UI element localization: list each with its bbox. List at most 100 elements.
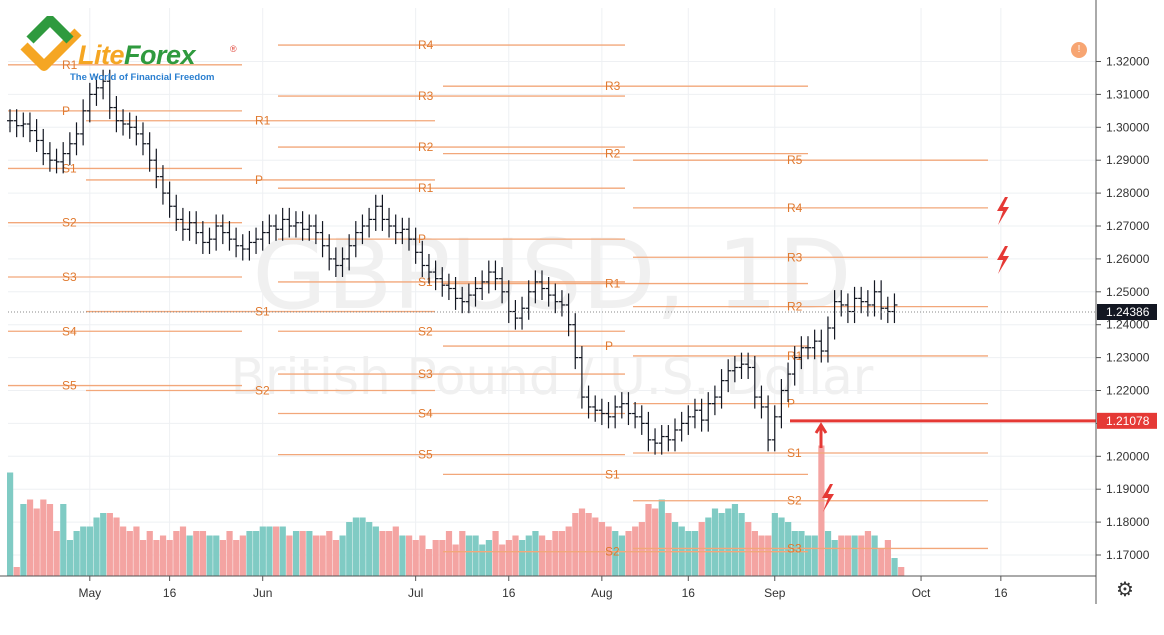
pivot-label: R3 [418,89,434,103]
volume-bar [352,517,359,576]
volume-bar [419,535,426,576]
ohlc-bar [452,276,459,310]
ohlc-bar [785,362,792,403]
ohlc-bar [93,76,100,106]
pivot-label: S2 [418,324,433,338]
ohlc-bar [26,112,33,143]
volume-bar [259,526,266,576]
volume-bar [166,540,173,576]
pivot-label: R2 [418,140,434,154]
ohlc-bar [226,221,233,251]
price-label-text: 1.21078 [1106,414,1150,428]
volume-bar [266,526,273,576]
volume-bar [612,531,619,576]
time-tick-label: May [78,586,101,600]
volume-bar [199,531,207,576]
volume-bar [319,535,326,576]
logo-tagline: The World of Financial Freedom [70,72,215,83]
time-tick-label: Jun [253,586,272,600]
price-tick-label: 1.19000 [1106,482,1150,496]
volume-bar [233,540,240,576]
volume-bar [206,535,213,576]
ohlc-bar [878,280,885,320]
ohlc-bar [751,355,758,409]
ohlc-bar [864,290,871,317]
pivot-label: R1 [418,181,434,195]
pivot-label: S2 [255,384,270,398]
volume-bar [844,535,852,576]
alert-badge-icon[interactable]: ! [1071,42,1087,58]
liteforex-logo: LiteForex ® The World of Financial Freed… [18,16,258,86]
ohlc-bar [253,227,260,254]
ohlc-bar [765,395,772,452]
ohlc-bar [598,398,605,426]
volume-bar [685,531,692,576]
ohlc-bar [366,207,373,238]
ohlc-bar [233,227,240,258]
ohlc-bar [292,211,299,238]
volume-bar [738,513,745,576]
volume-bar [525,535,532,576]
pivot-label: P [787,397,795,411]
price-tick-label: 1.22000 [1106,384,1150,398]
ohlc-bar [658,425,665,455]
ohlc-bar [273,214,279,241]
volume-bar [179,526,187,576]
ohlc-bar [193,211,200,245]
volume-bar [100,513,107,576]
ohlc-bar [133,115,140,146]
ohlc-bar [578,346,585,409]
settings-gear-icon[interactable]: ⚙ [1116,579,1134,601]
volume-bar [346,522,353,576]
pivot-label: S1 [418,275,433,289]
time-tick-label: 16 [502,586,516,600]
volume-bar [718,513,725,576]
ohlc-bar [432,260,439,291]
pivot-label: S3 [418,367,433,381]
ohlc-bar [13,109,20,138]
volume-bar [751,531,758,576]
price-label-text: 1.24386 [1106,305,1150,319]
volume-bar [332,540,340,576]
volume-bar [572,513,579,576]
ohlc-bar [632,402,639,429]
ohlc-bar [838,290,845,317]
volume-bar [86,526,93,576]
ohlc-bar [572,313,579,370]
time-tick-label: Sep [764,586,786,600]
ohlc-bar [685,405,692,435]
volume-bar [864,531,872,576]
volume-bar [273,526,280,576]
pivot-label: P [418,232,426,246]
ohlc-bar [618,392,625,419]
ohlc-bar [711,385,718,416]
ohlc-bar [858,286,865,314]
pivot-label: R1 [255,114,271,128]
volume-bar [625,531,632,576]
volume-bar [306,531,313,576]
ohlc-bar [46,142,53,172]
ohlc-bar [818,329,825,363]
volume-bar [552,531,559,576]
volume-bar [445,531,453,576]
volume-bar [758,535,765,576]
volume-bar [512,535,519,576]
volume-bar [66,540,74,576]
volume-bar [858,535,865,576]
volume-bar [459,531,466,576]
volume-bar [452,544,459,576]
price-tick-label: 1.23000 [1106,351,1150,365]
volume-bar [133,526,140,576]
volume-bar [26,499,34,576]
ohlc-bar [173,194,180,231]
volume-bar [878,549,885,576]
time-tick-label: Oct [912,586,931,600]
pivot-label: S4 [62,324,77,338]
volume-bar [366,522,373,576]
volume-bar [492,531,499,576]
ohlc-bar [186,211,193,241]
volume-bar [326,531,333,576]
ohlc-bar [346,234,353,271]
pivot-label: S1 [62,161,77,175]
